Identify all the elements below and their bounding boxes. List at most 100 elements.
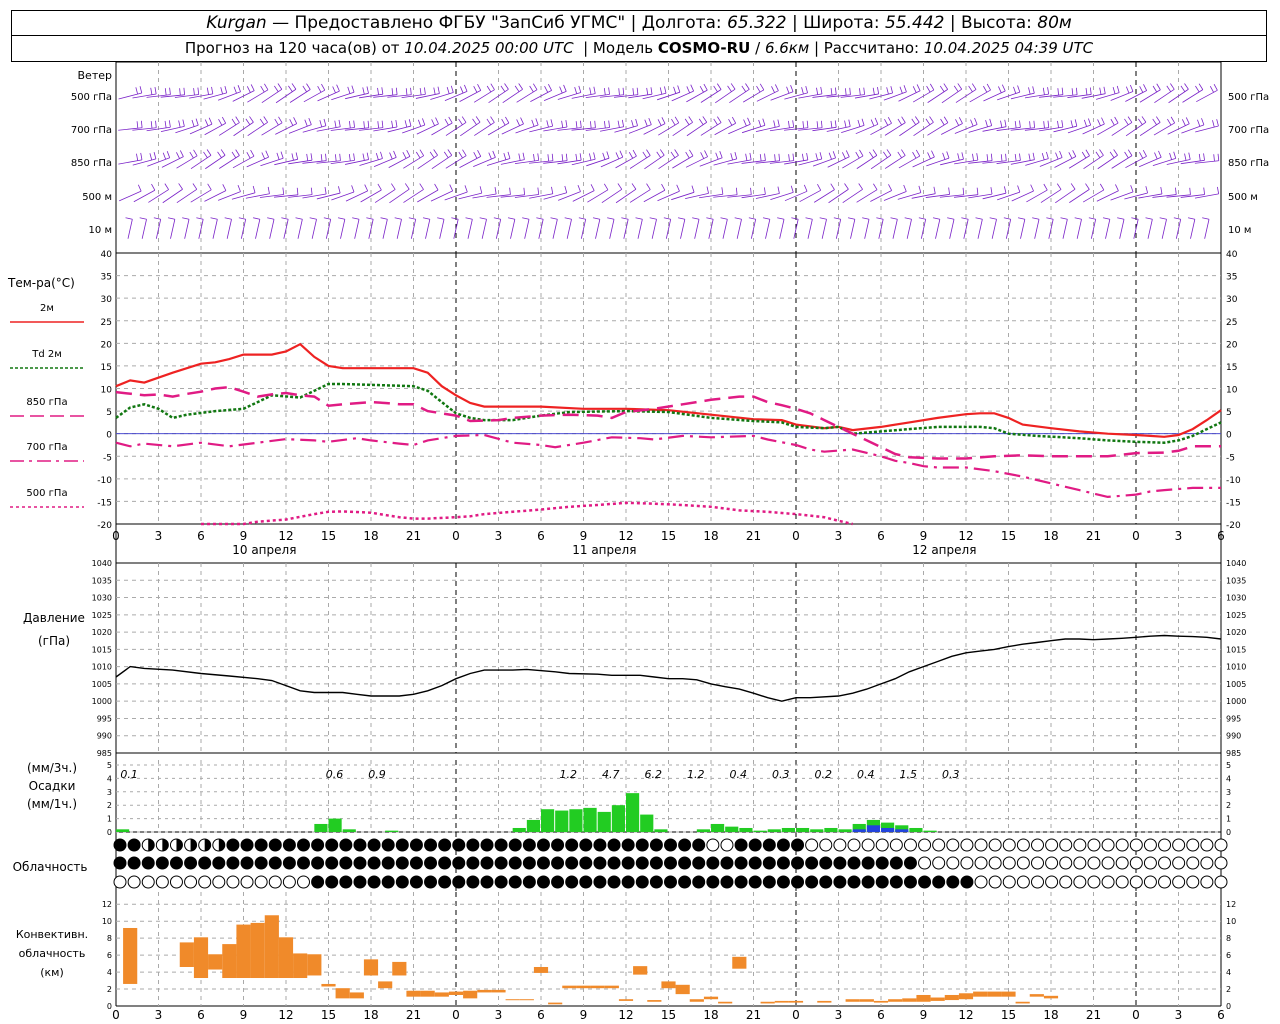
- wind-barb-feather: [224, 217, 232, 220]
- wind-barb-feather: [473, 152, 478, 159]
- wind-barb: [1097, 122, 1119, 136]
- wind-barb-feather: [381, 87, 384, 95]
- cloud-cover-circle: [621, 838, 635, 852]
- wind-barb: [615, 155, 637, 169]
- cloud-cover-circle: [466, 875, 480, 889]
- wind-barb-feather: [621, 217, 629, 220]
- wind-barb-feather: [317, 85, 322, 93]
- cloud-cover-circle: [664, 856, 677, 870]
- cloud-cover-circle: [932, 856, 946, 870]
- conv-ytick-left: 2: [107, 985, 112, 994]
- conv-cloud-bar: [349, 992, 364, 999]
- cloud-cover-circle: [381, 838, 395, 852]
- wind-barb-feather: [218, 118, 223, 126]
- conv-cloud-bar: [1043, 995, 1059, 999]
- wind-barb-feather: [1155, 116, 1161, 123]
- precip-bar: [116, 829, 130, 832]
- wind-barb-feather: [446, 86, 450, 94]
- cloud-cover-circle: [409, 856, 423, 870]
- wind-barb-feather: [911, 118, 917, 125]
- wind-barb-feather: [656, 151, 662, 158]
- wind-barb-feather: [320, 154, 323, 162]
- wind-barb: [963, 219, 969, 239]
- cloud-cover-circle: [988, 838, 1002, 852]
- pressure-ytick-right: 1025: [1226, 611, 1246, 620]
- wind-barb-feather: [745, 153, 748, 161]
- conv-cloud-bar: [392, 961, 407, 976]
- wind-barb: [486, 194, 511, 198]
- conv-cloud-bar: [434, 992, 449, 997]
- wind-barb-feather: [721, 187, 724, 195]
- cloud-cover-circle: [1129, 838, 1143, 852]
- wind-barb-feather: [819, 152, 823, 160]
- cloud-cover-half: [190, 839, 197, 851]
- wind-level-label-right: 500 гПа: [1228, 92, 1269, 103]
- wind-barb-feather: [1032, 86, 1035, 94]
- wind-barb-feather: [603, 87, 606, 96]
- wind-barb: [488, 88, 509, 104]
- wind-barb-feather: [759, 154, 762, 162]
- wind-barb-feather: [325, 153, 327, 161]
- cloud-cover-circle: [1045, 838, 1059, 852]
- pressure-ytick-right: 1035: [1226, 576, 1246, 585]
- cloud-cover-circle: [819, 875, 833, 889]
- cloud-cover-circle: [536, 856, 550, 870]
- wind-barb-feather: [750, 187, 752, 195]
- cloud-cover-circle: [734, 875, 748, 889]
- temp-ytick-left: -5: [103, 453, 112, 463]
- conv-cloud-bar: [250, 922, 265, 979]
- wind-barb-feather: [1203, 153, 1205, 161]
- wind-barb-feather: [1102, 217, 1110, 220]
- wind-barb-feather: [415, 151, 421, 159]
- wind-barb-feather: [671, 118, 676, 126]
- wind-barb: [514, 159, 539, 165]
- wind-barb-feather: [551, 186, 554, 194]
- wind-barb-feather: [801, 153, 804, 161]
- wind-barb-feather: [565, 120, 568, 128]
- wind-barb-feather: [870, 119, 875, 127]
- wind-barb-feather: [1212, 120, 1215, 128]
- wind-barb-feather: [1213, 154, 1215, 162]
- wind-level-label: 500 м: [82, 192, 112, 203]
- wind-barb: [1026, 189, 1048, 203]
- wind-barb-feather: [1202, 217, 1210, 220]
- wind-barb-feather: [404, 183, 410, 190]
- wind-barb-feather: [890, 86, 894, 94]
- wind-barb-feather: [217, 151, 222, 158]
- wind-barb-feather: [561, 120, 564, 128]
- wind-barb-feather: [886, 87, 889, 95]
- cloud-cover-circle: [480, 875, 494, 889]
- precip-bar: [611, 805, 625, 832]
- wind-barb-feather: [375, 152, 379, 160]
- cloud-cover-circle: [1045, 875, 1059, 889]
- temp-series-line: [115, 385, 1221, 460]
- wind-barb-feather: [366, 217, 374, 220]
- wind-barb-feather: [135, 87, 138, 95]
- wind-barb-feather: [834, 120, 837, 128]
- cloud-cover-circle: [974, 838, 988, 852]
- wind-barb-feather: [844, 183, 849, 190]
- cloud-cover-circle: [353, 838, 367, 852]
- wind-barb: [699, 193, 723, 199]
- wind-barb: [245, 193, 270, 199]
- wind-barb-feather: [858, 183, 863, 190]
- wind-barb-feather: [424, 87, 426, 95]
- cloud-cover-circle: [1158, 856, 1172, 870]
- cloud-cover-circle: [551, 838, 565, 852]
- cloud-cover-circle: [847, 856, 861, 870]
- wind-barb: [552, 219, 558, 239]
- wind-barb: [127, 219, 133, 239]
- precip-snow-bar: [866, 825, 880, 832]
- wind-barb: [155, 219, 162, 239]
- cloud-cover-circle: [1172, 856, 1186, 870]
- wind-barb: [1194, 160, 1219, 164]
- wind-barb-feather: [1129, 84, 1134, 92]
- cloud-cover-circle: [127, 856, 141, 870]
- wind-barb: [1062, 219, 1068, 239]
- wind-barb-feather: [646, 149, 651, 156]
- wind-barb-feather: [688, 116, 693, 123]
- precip-snow-bar: [852, 829, 866, 832]
- cloud-cover-circle: [424, 875, 438, 889]
- wind-barb-feather: [460, 86, 464, 94]
- wind-barb: [255, 219, 261, 239]
